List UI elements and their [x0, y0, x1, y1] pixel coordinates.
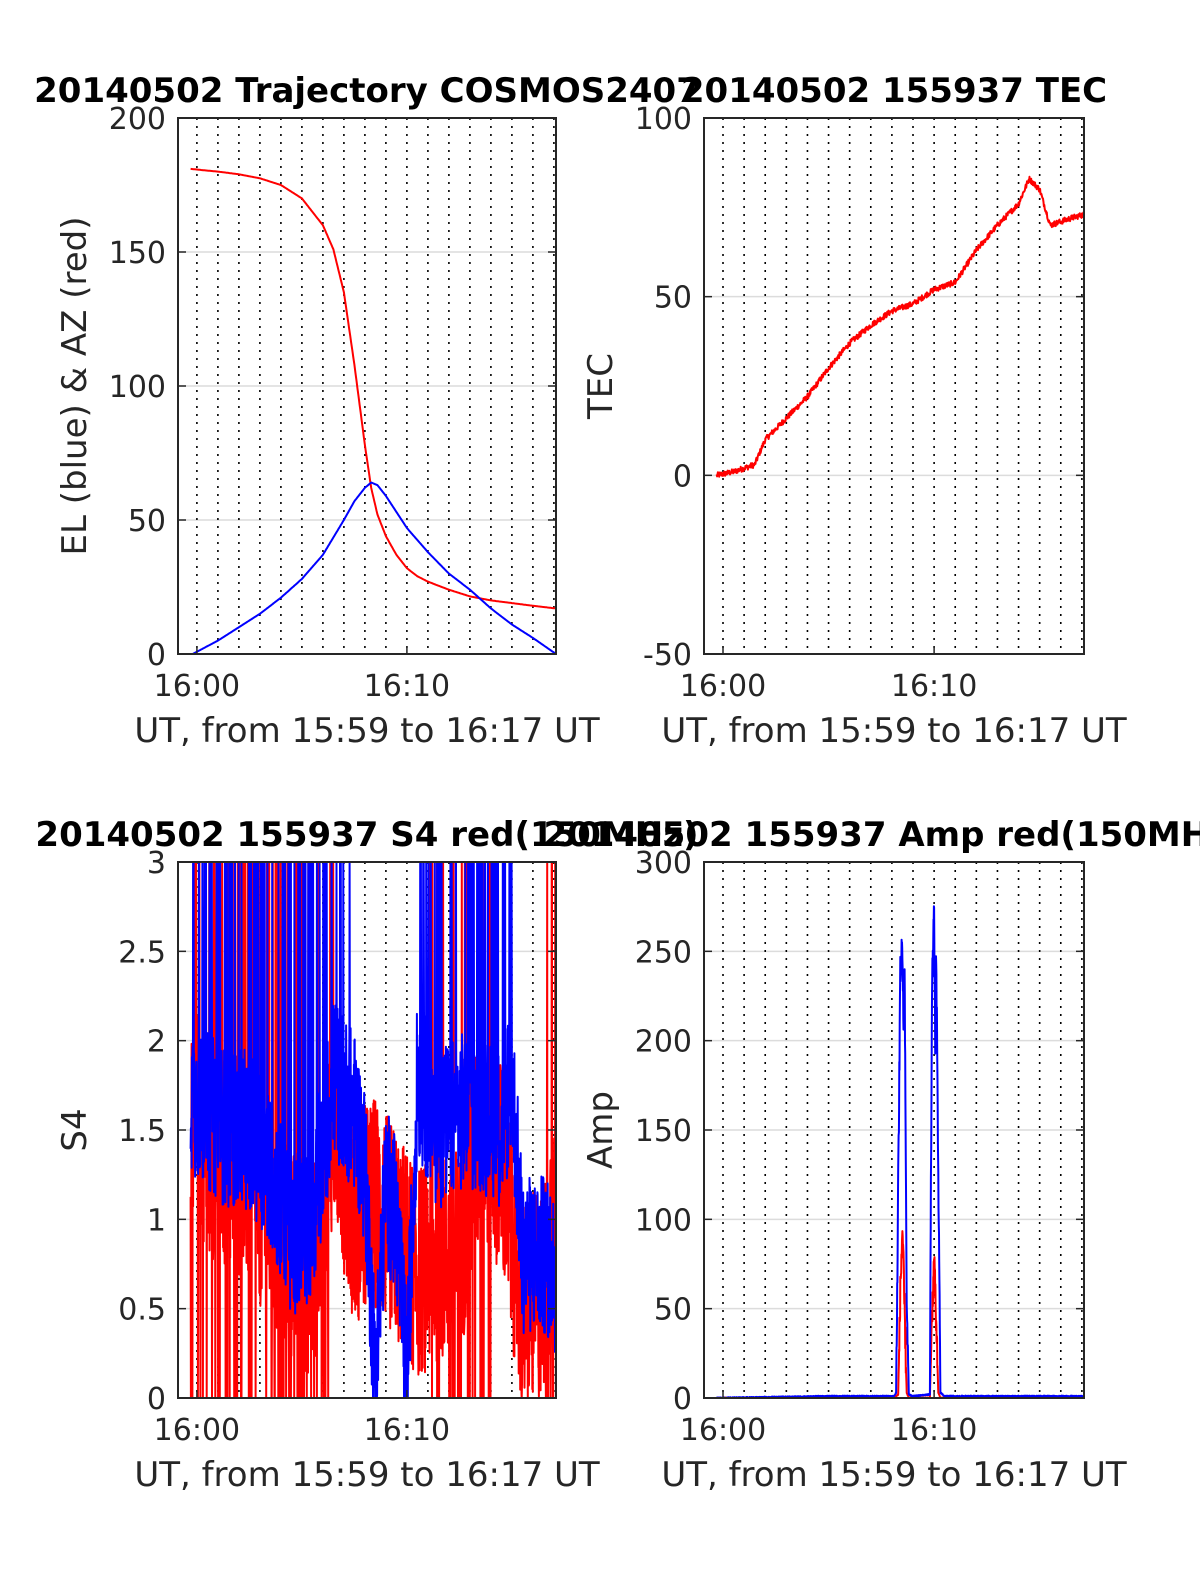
- s4-y-tick-label: 1.5: [118, 1114, 166, 1149]
- amp-y-tick-label: 150: [635, 1114, 692, 1149]
- amp-y-tick-label: 0: [673, 1382, 692, 1417]
- trajectory-y-tick-label: 200: [109, 102, 166, 137]
- trajectory-x-tick-label: 16:00: [154, 669, 240, 704]
- trajectory-x-axis-label: UT, from 15:59 to 16:17 UT: [134, 711, 600, 751]
- s4-y-tick-label: 0.5: [118, 1293, 166, 1328]
- tec-y-tick-label: 0: [673, 459, 692, 494]
- amp-y-axis-label: Amp: [581, 1091, 621, 1169]
- trajectory-panel: 0 50 100 150 200 16:00 16:10 20140502 Trajecto…: [34, 71, 700, 751]
- s4-y-axis-label: S4: [55, 1108, 95, 1151]
- trajectory-y-tick-label: 0: [147, 638, 166, 673]
- amp-title: 20140502 155937 Amp red(150MHz): [543, 815, 1200, 855]
- trajectory-y-tick-label: 100: [109, 370, 166, 405]
- s4-y-tick-label: 2: [147, 1025, 166, 1060]
- trajectory-x-tick-label: 16:10: [364, 669, 450, 704]
- s4-x-axis-label: UT, from 15:59 to 16:17 UT: [134, 1455, 600, 1495]
- amp-x-axis-label: UT, from 15:59 to 16:17 UT: [661, 1455, 1127, 1495]
- trajectory-series-red-line: [190, 167, 556, 610]
- tec-title: 20140502 155937 TEC: [681, 71, 1107, 111]
- s4-y-tick-label: 0: [147, 1382, 166, 1417]
- tec-axes-frame: [703, 117, 1085, 655]
- tec-y-axis-label: TEC: [581, 353, 621, 420]
- amp-y-tick-label: 50: [654, 1293, 692, 1328]
- amp-y-tick-label: 250: [635, 935, 692, 970]
- s4-y-tick-label: 3: [147, 846, 166, 881]
- tec-y-tick-label: -50: [643, 638, 692, 673]
- amp-x-tick-label: 16:10: [891, 1413, 977, 1448]
- amp-y-tick-label: 200: [635, 1025, 692, 1060]
- trajectory-y-axis-label: EL (blue) & AZ (red): [55, 216, 95, 555]
- s4-panel: 0 0.5 1 1.5 2 2.5 3 16:00 16:10 20140502 155937 …: [35, 815, 698, 1495]
- trajectory-y-tick-label: 50: [128, 504, 166, 539]
- amp-y-tick-label: 100: [635, 1203, 692, 1238]
- tec-y-tick-label: 100: [635, 102, 692, 137]
- s4-x-tick-label: 16:00: [154, 1413, 240, 1448]
- s4-series-blue-line: [189, 862, 556, 1398]
- s4-x-tick-label: 16:10: [364, 1413, 450, 1448]
- s4-title: 20140502 155937 S4 red(150MHz): [35, 815, 698, 855]
- amp-x-tick-label: 16:00: [680, 1413, 766, 1448]
- tec-series-red-line: [715, 175, 1084, 478]
- amp-panel: 0 50 100 150 200 250 300 16:00 16:10 20140502 15…: [543, 815, 1200, 1495]
- tec-x-tick-label: 16:10: [891, 669, 977, 704]
- s4-y-tick-label: 2.5: [118, 935, 166, 970]
- amp-y-tick-label: 300: [635, 846, 692, 881]
- s4-y-tick-label: 1: [147, 1203, 166, 1238]
- tec-x-tick-label: 16:00: [680, 669, 766, 704]
- tec-y-tick-label: 50: [654, 281, 692, 316]
- trajectory-title: 20140502 Trajectory COSMOS2407: [34, 71, 700, 111]
- trajectory-y-tick-label: 150: [109, 236, 166, 271]
- trajectory-series-blue-line: [192, 481, 556, 654]
- tec-x-axis-label: UT, from 15:59 to 16:17 UT: [661, 711, 1127, 751]
